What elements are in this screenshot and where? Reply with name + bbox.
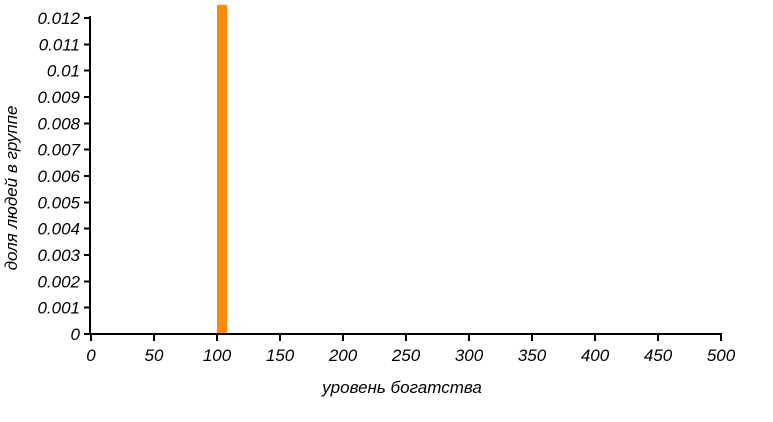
x-ticks: 0 50 100 150 200 250 300 350 400 450 500: [86, 334, 736, 365]
y-tick-label: 0.007: [37, 141, 80, 160]
y-tick-label: 0.006: [37, 167, 80, 186]
x-tick-label: 0: [86, 346, 96, 365]
x-tick-label: 100: [203, 346, 232, 365]
y-tick-label: 0.008: [37, 114, 80, 133]
x-axis-title: уровень богатства: [321, 378, 482, 397]
y-tick-label: 0.002: [37, 272, 80, 291]
x-tick-label: 400: [581, 346, 610, 365]
x-tick-label: 200: [328, 346, 358, 365]
y-tick-label: 0.009: [37, 88, 80, 107]
y-axis-title: доля людей в группе: [2, 106, 21, 271]
x-tick-label: 150: [266, 346, 295, 365]
y-tick-label: 0.012: [37, 9, 80, 28]
x-tick-label: 500: [707, 346, 736, 365]
x-tick-label: 350: [518, 346, 547, 365]
bar-0: [217, 4, 228, 334]
x-tick-label: 50: [145, 346, 164, 365]
axes-layer: [89, 16, 722, 335]
y-ticks: 0 0.001 0.002 0.003 0.004 0.005 0.006 0.007 0.00…: [37, 9, 90, 344]
y-tick-label: 0.01: [47, 62, 80, 81]
y-tick-label: 0.005: [37, 193, 80, 212]
y-tick-label: 0: [71, 325, 81, 344]
x-tick-label: 450: [644, 346, 673, 365]
y-tick-label: 0.003: [37, 246, 80, 265]
y-tick-label: 0.011: [39, 35, 80, 54]
x-tick-label: 250: [391, 346, 421, 365]
bars-layer: [217, 4, 228, 334]
y-tick-label: 0.004: [37, 220, 80, 239]
y-tick-label: 0.001: [37, 299, 80, 318]
x-tick-label: 300: [455, 346, 484, 365]
